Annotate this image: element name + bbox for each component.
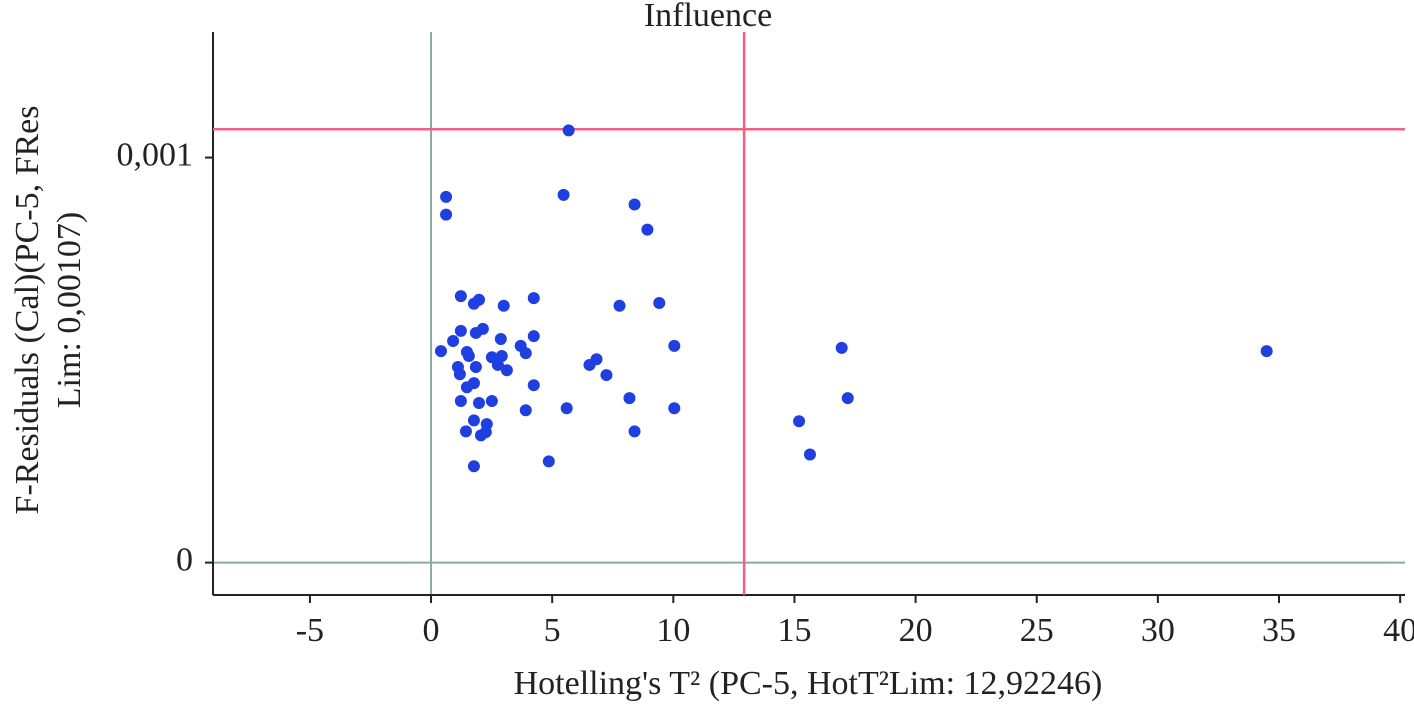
point — [467, 297, 480, 310]
point — [494, 333, 507, 346]
point — [653, 296, 666, 309]
point — [454, 290, 467, 303]
x-tick-label: 25 — [1020, 612, 1054, 649]
point — [440, 190, 453, 203]
point — [1260, 345, 1273, 358]
point — [668, 402, 681, 415]
point — [628, 425, 641, 438]
point — [469, 326, 482, 339]
point — [519, 404, 532, 417]
point — [453, 368, 466, 381]
y-tick-label: 0,001 — [117, 136, 194, 173]
point — [519, 347, 532, 360]
point — [479, 426, 492, 439]
x-tick-label: -5 — [296, 612, 324, 649]
point — [600, 369, 613, 382]
point — [623, 392, 636, 405]
point — [835, 341, 848, 354]
point — [560, 402, 573, 415]
point — [668, 339, 681, 352]
point — [793, 415, 806, 428]
point — [527, 330, 540, 343]
point — [527, 379, 540, 392]
point — [803, 448, 816, 461]
point — [557, 188, 570, 201]
point — [485, 394, 498, 407]
point — [462, 350, 475, 363]
point — [454, 394, 467, 407]
x-tick-label: 5 — [544, 612, 561, 649]
x-tick-label: 40 — [1383, 612, 1414, 649]
point — [500, 364, 513, 377]
point — [491, 358, 504, 371]
point — [447, 335, 460, 348]
x-tick-label: 10 — [656, 612, 690, 649]
point — [467, 460, 480, 473]
x-tick-label: 30 — [1141, 612, 1175, 649]
point — [641, 223, 654, 236]
point — [628, 198, 641, 211]
point — [440, 208, 453, 221]
x-tick-label: 15 — [777, 612, 811, 649]
x-tick-label: 20 — [899, 612, 933, 649]
x-axis-label: Hotelling's T² (PC-5, HotT²Lim: 12,92246… — [514, 665, 1103, 702]
point — [590, 353, 603, 366]
point — [473, 397, 486, 410]
point — [469, 360, 482, 373]
point — [454, 324, 467, 337]
chart-title: Influence — [644, 0, 772, 34]
point — [562, 124, 575, 137]
point — [527, 292, 540, 305]
point — [497, 299, 510, 312]
point — [613, 299, 626, 312]
point — [841, 392, 854, 405]
x-tick-label: 35 — [1262, 612, 1296, 649]
point — [434, 345, 447, 358]
point — [467, 377, 480, 390]
x-tick-label: 0 — [423, 612, 440, 649]
point — [467, 414, 480, 427]
point — [542, 455, 555, 468]
y-axis-label: F-Residuals (Cal)(PC-5, FRes — [9, 106, 46, 515]
y-axis-label: Lim: 0,00107) — [51, 212, 88, 408]
point — [459, 425, 472, 438]
y-tick-label: 0 — [176, 541, 193, 578]
